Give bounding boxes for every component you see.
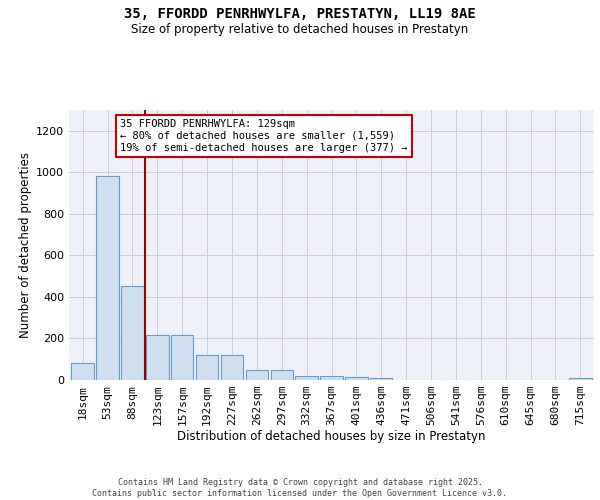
Bar [97,176,119,380]
Bar [146,336,169,380]
Bar [345,377,368,380]
Bar [271,370,293,380]
Text: 35 FFORDD PENRHWYLFA: 129sqm
← 80% of detached houses are smaller (1,559)
19% of: 35 FFORDD PENRHWYLFA: 129sqm ← 80% of de… [120,120,407,152]
Bar [370,378,392,380]
Bar [245,370,268,380]
Text: 35, FFORDD PENRHWYLFA, PRESTATYN, LL19 8AE: 35, FFORDD PENRHWYLFA, PRESTATYN, LL19 8… [124,8,476,22]
Bar [121,286,143,380]
Bar [320,376,343,380]
X-axis label: Distribution of detached houses by size in Prestatyn: Distribution of detached houses by size … [177,430,486,442]
Text: Contains HM Land Registry data © Crown copyright and database right 2025.
Contai: Contains HM Land Registry data © Crown c… [92,478,508,498]
Bar [221,355,243,380]
Text: Size of property relative to detached houses in Prestatyn: Size of property relative to detached ho… [131,22,469,36]
Bar [196,355,218,380]
Y-axis label: Number of detached properties: Number of detached properties [19,152,32,338]
Bar [71,364,94,380]
Bar [171,336,193,380]
Bar [569,378,592,380]
Bar [295,376,318,380]
